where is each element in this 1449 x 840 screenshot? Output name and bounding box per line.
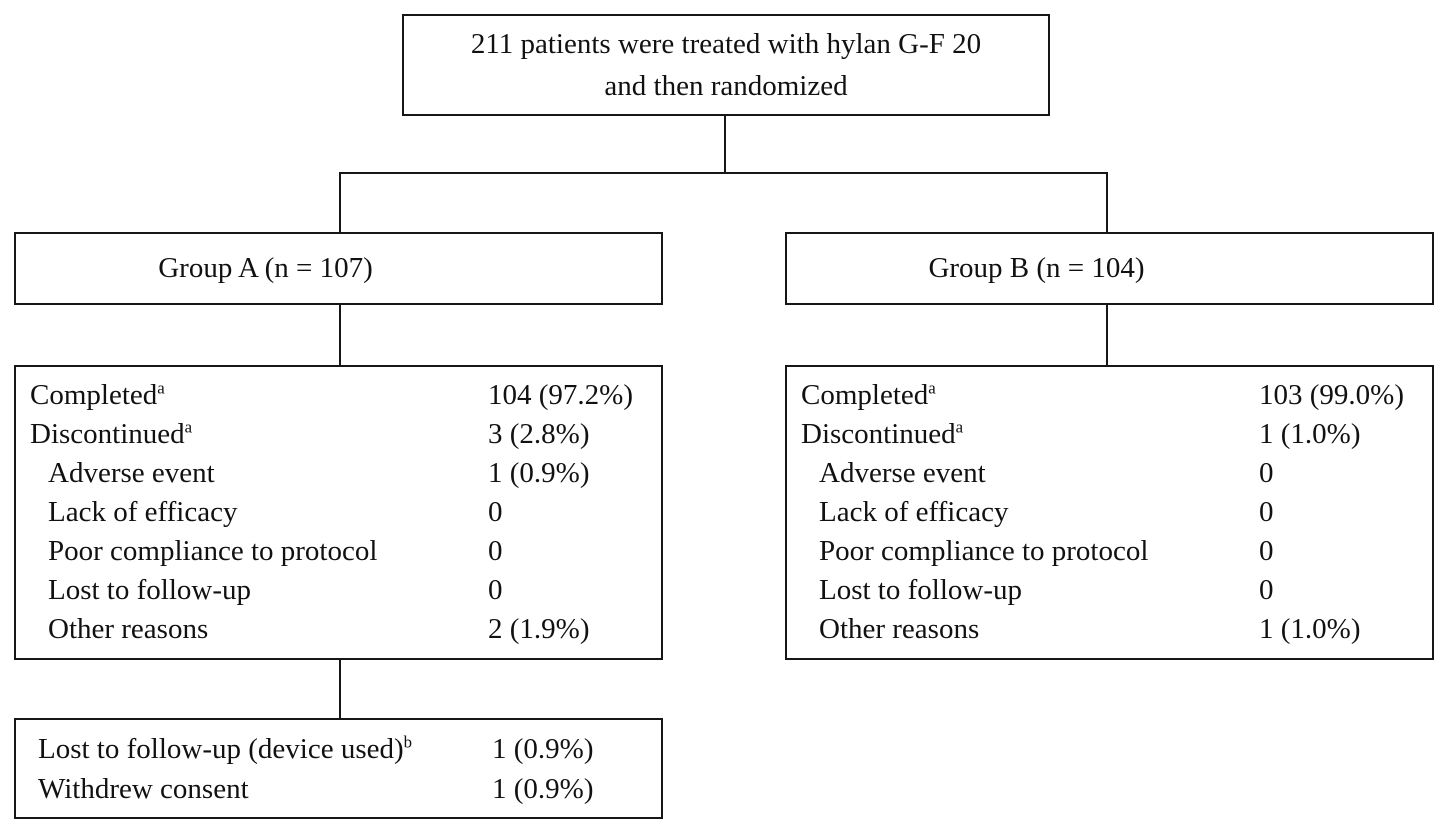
connector-group-a-subbox-line bbox=[339, 660, 341, 718]
randomization-line2: and then randomized bbox=[604, 70, 848, 102]
row-label: Lost to follow-up (device used)b bbox=[38, 732, 413, 765]
disposition-row: Adverse event 1 (0.9%) bbox=[16, 454, 661, 493]
row-label: Discontinueda bbox=[801, 417, 964, 450]
footnote-superscript: a bbox=[157, 378, 165, 398]
disposition-row: Lost to follow-up 0 bbox=[787, 571, 1432, 610]
disposition-row: Lost to follow-up 0 bbox=[16, 571, 661, 610]
row-label: Lack of efficacy bbox=[48, 496, 238, 528]
group-b-disposition-box: Completeda 103 (99.0%) Discontinueda 1 (… bbox=[785, 365, 1434, 660]
row-value: 1 (0.9%) bbox=[492, 733, 594, 765]
disposition-row: Other reasons 1 (1.0%) bbox=[787, 610, 1432, 649]
connector-group-b-drop-line bbox=[1106, 172, 1108, 232]
disposition-row: Poor compliance to protocol 0 bbox=[16, 532, 661, 571]
group-b-header-label: Group B (n = 104) bbox=[928, 252, 1145, 284]
row-label: Lost to follow-up bbox=[819, 574, 1022, 606]
row-value: 0 bbox=[1259, 496, 1274, 528]
row-value: 0 bbox=[488, 574, 503, 606]
row-label: Poor compliance to protocol bbox=[819, 535, 1149, 567]
disposition-row: Withdrew consent 1 (0.9%) bbox=[16, 769, 661, 809]
footnote-superscript: a bbox=[955, 417, 964, 437]
group-b-header-box: Group B (n = 104) bbox=[785, 232, 1434, 305]
disposition-row: Other reasons 2 (1.9%) bbox=[16, 610, 661, 649]
disposition-row: Discontinueda 3 (2.8%) bbox=[16, 415, 661, 454]
row-label: Other reasons bbox=[48, 613, 209, 645]
disposition-row: Discontinueda 1 (1.0%) bbox=[787, 415, 1432, 454]
row-value: 0 bbox=[1259, 457, 1274, 489]
row-label: Discontinueda bbox=[30, 417, 193, 450]
row-label: Adverse event bbox=[48, 457, 215, 489]
disposition-row: Poor compliance to protocol 0 bbox=[787, 532, 1432, 571]
row-label: Adverse event bbox=[819, 457, 986, 489]
row-label: Completeda bbox=[801, 378, 936, 411]
disposition-row: Lack of efficacy 0 bbox=[787, 493, 1432, 532]
connector-group-a-drop-line bbox=[339, 172, 341, 232]
connector-group-a-detail-line bbox=[339, 305, 341, 365]
randomization-line1: 211 patients were treated with hylan G-F… bbox=[470, 28, 982, 60]
disposition-row: Completeda 103 (99.0%) bbox=[787, 376, 1432, 415]
footnote-superscript: a bbox=[184, 417, 193, 437]
connector-horizontal-line bbox=[339, 172, 1108, 174]
row-value: 1 (0.9%) bbox=[488, 457, 590, 489]
disposition-row: Completeda 104 (97.2%) bbox=[16, 376, 661, 415]
connector-top-vertical-line bbox=[724, 116, 726, 174]
disposition-row: Lost to follow-up (device used)b 1 (0.9%… bbox=[16, 729, 661, 769]
group-a-discontinuation-detail-box: Lost to follow-up (device used)b 1 (0.9%… bbox=[14, 718, 663, 819]
group-a-header-box: Group A (n = 107) bbox=[14, 232, 663, 305]
row-value: 0 bbox=[488, 496, 503, 528]
row-label: Lost to follow-up bbox=[48, 574, 251, 606]
row-label: Other reasons bbox=[819, 613, 980, 645]
row-label: Poor compliance to protocol bbox=[48, 535, 378, 567]
row-value: 0 bbox=[488, 535, 503, 567]
group-a-disposition-box: Completeda 104 (97.2%) Discontinueda 3 (… bbox=[14, 365, 663, 660]
group-a-header-label: Group A (n = 107) bbox=[158, 252, 373, 284]
row-value: 104 (97.2%) bbox=[488, 379, 633, 411]
row-value: 2 (1.9%) bbox=[488, 613, 590, 645]
row-value: 1 (1.0%) bbox=[1259, 613, 1361, 645]
row-value: 1 (1.0%) bbox=[1259, 418, 1361, 450]
footnote-superscript: b bbox=[403, 732, 413, 752]
connector-group-b-detail-line bbox=[1106, 305, 1108, 365]
disposition-row: Lack of efficacy 0 bbox=[16, 493, 661, 532]
row-label: Lack of efficacy bbox=[819, 496, 1009, 528]
disposition-row: Adverse event 0 bbox=[787, 454, 1432, 493]
row-value: 0 bbox=[1259, 535, 1274, 567]
row-value: 0 bbox=[1259, 574, 1274, 606]
row-label: Withdrew consent bbox=[38, 773, 249, 805]
row-label: Completeda bbox=[30, 378, 165, 411]
randomization-box: 211 patients were treated with hylan G-F… bbox=[402, 14, 1050, 116]
row-value: 103 (99.0%) bbox=[1259, 379, 1404, 411]
row-value: 1 (0.9%) bbox=[492, 773, 594, 805]
row-value: 3 (2.8%) bbox=[488, 418, 590, 450]
footnote-superscript: a bbox=[928, 378, 936, 398]
